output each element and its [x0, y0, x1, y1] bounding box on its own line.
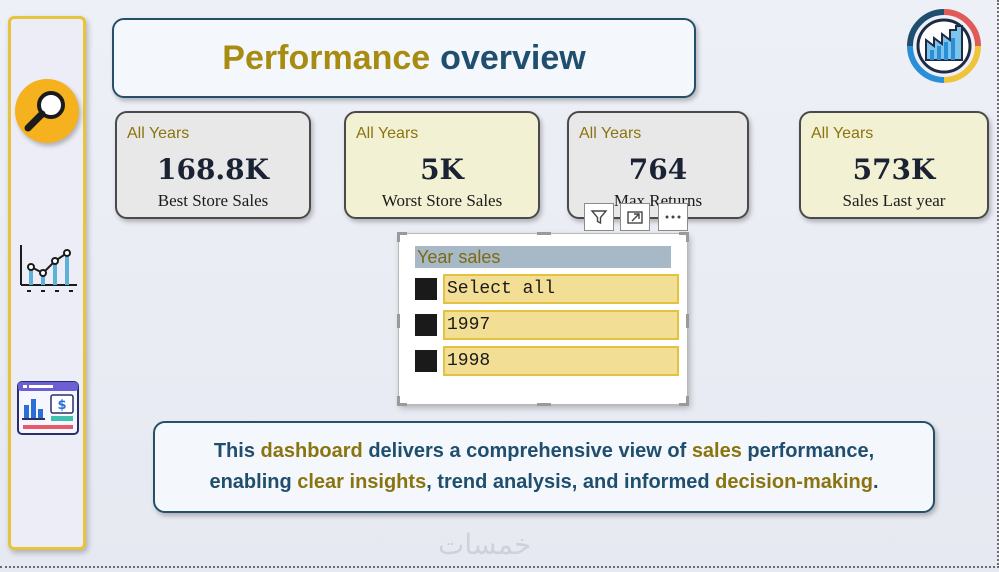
- description-text: enabling: [209, 471, 298, 493]
- resize-handle[interactable]: [679, 403, 689, 406]
- slicer-option-select-all[interactable]: Select all: [415, 274, 681, 304]
- description-text: delivers a comprehensive view of: [362, 440, 692, 462]
- resize-handle[interactable]: [537, 232, 551, 235]
- kpi-value: 5K: [420, 153, 464, 186]
- kpi-value: 573K: [852, 153, 936, 186]
- kpi-period: All Years: [127, 125, 190, 142]
- title-word-performance: Performance: [222, 38, 431, 77]
- kpi-card-max-returns[interactable]: All Years 764 Max Returns: [567, 111, 749, 219]
- dashboard-description: This dashboard delivers a comprehensive …: [153, 421, 935, 513]
- resize-handle[interactable]: [397, 403, 407, 406]
- dashboard-icon[interactable]: $: [17, 381, 79, 435]
- slicer-option-label: 1997: [443, 310, 679, 340]
- sidebar: $: [8, 16, 86, 550]
- highlighted-word: sales: [691, 440, 742, 462]
- filter-icon: [590, 210, 608, 225]
- resize-handle[interactable]: [537, 403, 551, 406]
- checkbox[interactable]: [415, 278, 437, 300]
- kpi-value: 168.8K: [156, 153, 269, 186]
- checkbox[interactable]: [415, 314, 437, 336]
- resize-handle[interactable]: [686, 232, 689, 242]
- description-text: performance,: [741, 440, 875, 462]
- slicer-option-label: 1998: [443, 346, 679, 376]
- slicer-option-label: Select all: [443, 274, 679, 304]
- highlighted-word: clear insights: [297, 471, 427, 493]
- kpi-card-best-store-sales[interactable]: All Years 168.8K Best Store Sales: [115, 111, 311, 219]
- resize-handle[interactable]: [397, 314, 400, 328]
- focus-mode-button[interactable]: [620, 203, 650, 231]
- line-chart-icon[interactable]: [19, 243, 79, 295]
- kpi-period: All Years: [579, 125, 642, 142]
- highlighted-word: decision-making: [715, 471, 873, 493]
- slicer-header: Year sales: [415, 246, 671, 268]
- kpi-card-worst-store-sales[interactable]: All Years 5K Worst Store Sales: [344, 111, 540, 219]
- kpi-label: Worst Store Sales: [381, 191, 503, 210]
- factory-logo-icon: [904, 6, 984, 86]
- kpi-period: All Years: [811, 125, 874, 142]
- resize-handle[interactable]: [686, 396, 689, 406]
- description-text: This: [213, 440, 261, 462]
- resize-handle[interactable]: [397, 396, 400, 406]
- slicer-option-1997[interactable]: 1997: [415, 310, 681, 340]
- year-sales-slicer[interactable]: Year sales Select all 1997 1998: [397, 232, 689, 406]
- highlighted-word: dashboard: [260, 440, 363, 462]
- watermark: خمسات: [438, 528, 532, 561]
- search-icon[interactable]: [15, 79, 79, 143]
- page-title: Performance overview: [112, 18, 696, 98]
- description-text: .: [872, 471, 879, 493]
- kpi-value: 764: [628, 153, 688, 186]
- slicer-option-1998[interactable]: 1998: [415, 346, 681, 376]
- filter-button[interactable]: [584, 203, 614, 231]
- resize-handle[interactable]: [679, 232, 689, 235]
- more-options-button[interactable]: [658, 203, 688, 231]
- kpi-card-sales-last-year[interactable]: All Years 573K Sales Last year: [799, 111, 989, 219]
- resize-handle[interactable]: [397, 232, 400, 242]
- resize-handle[interactable]: [397, 232, 407, 235]
- more-options-icon: [665, 215, 681, 219]
- title-word-overview: overview: [440, 38, 586, 77]
- expand-icon: [627, 211, 643, 224]
- kpi-label: Sales Last year: [842, 191, 946, 210]
- kpi-period: All Years: [356, 125, 419, 142]
- description-line-2: enabling clear insights, trend analysis,…: [209, 467, 878, 498]
- description-text: , trend analysis, and informed: [426, 471, 716, 493]
- description-line-1: This dashboard delivers a comprehensive …: [214, 436, 874, 467]
- svg-text:$: $: [57, 398, 66, 413]
- checkbox[interactable]: [415, 350, 437, 372]
- kpi-label: Best Store Sales: [157, 191, 269, 210]
- resize-handle[interactable]: [686, 314, 689, 328]
